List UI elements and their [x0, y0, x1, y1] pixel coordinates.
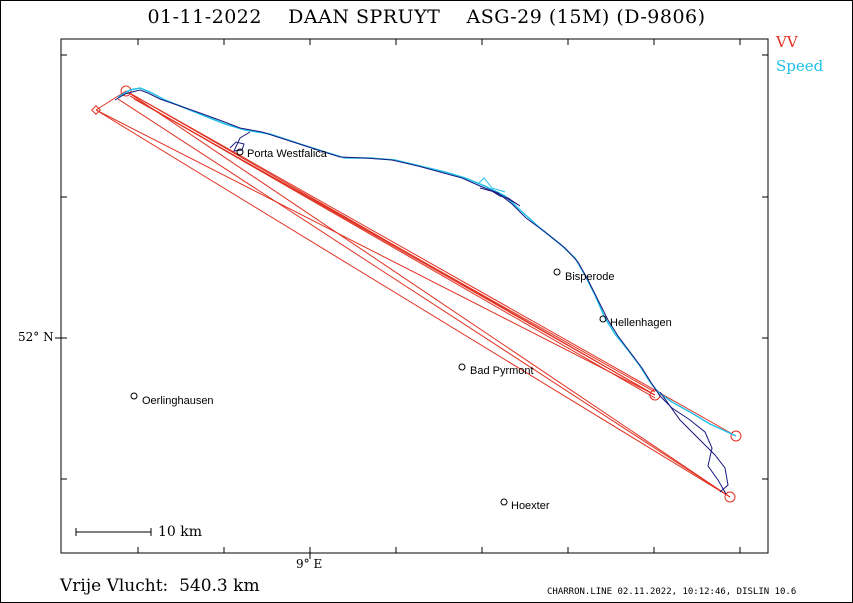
legend-speed: Speed — [776, 57, 824, 75]
distance-text: Vrije Vlucht: 540.3 km — [60, 576, 260, 596]
axis-ticks — [55, 39, 768, 559]
place-porta-westfalica: Porta Westfalica — [247, 148, 327, 160]
latitude-label: 52° N — [18, 330, 54, 344]
longitude-label: 9° E — [296, 557, 323, 571]
legend-vv: VV — [776, 33, 798, 51]
place-hellenhagen: Hellenhagen — [610, 317, 672, 329]
footer-info: CHARRON.LINE 02.11.2022, 10:12:46, DISLI… — [547, 587, 797, 597]
turnpoint-markers — [91, 85, 742, 503]
place-bad-pyrmont: Bad Pyrmont — [470, 365, 534, 377]
place-hoexter: Hoexter — [511, 500, 550, 512]
place-markers — [130, 148, 607, 506]
track-speed — [117, 87, 737, 437]
track-dark — [114, 89, 727, 495]
chart-title: 01-11-2022 DAAN SPRUYT ASG-29 (15M) (D-9… — [147, 6, 706, 28]
scale-label: 10 km — [158, 524, 203, 540]
place-bisperode: Bisperode — [565, 271, 615, 283]
map-boundary — [60, 38, 769, 554]
scale-bar — [75, 528, 152, 536]
task-lines — [95, 90, 737, 498]
place-oerlinghausen: Oerlinghausen — [142, 395, 214, 407]
